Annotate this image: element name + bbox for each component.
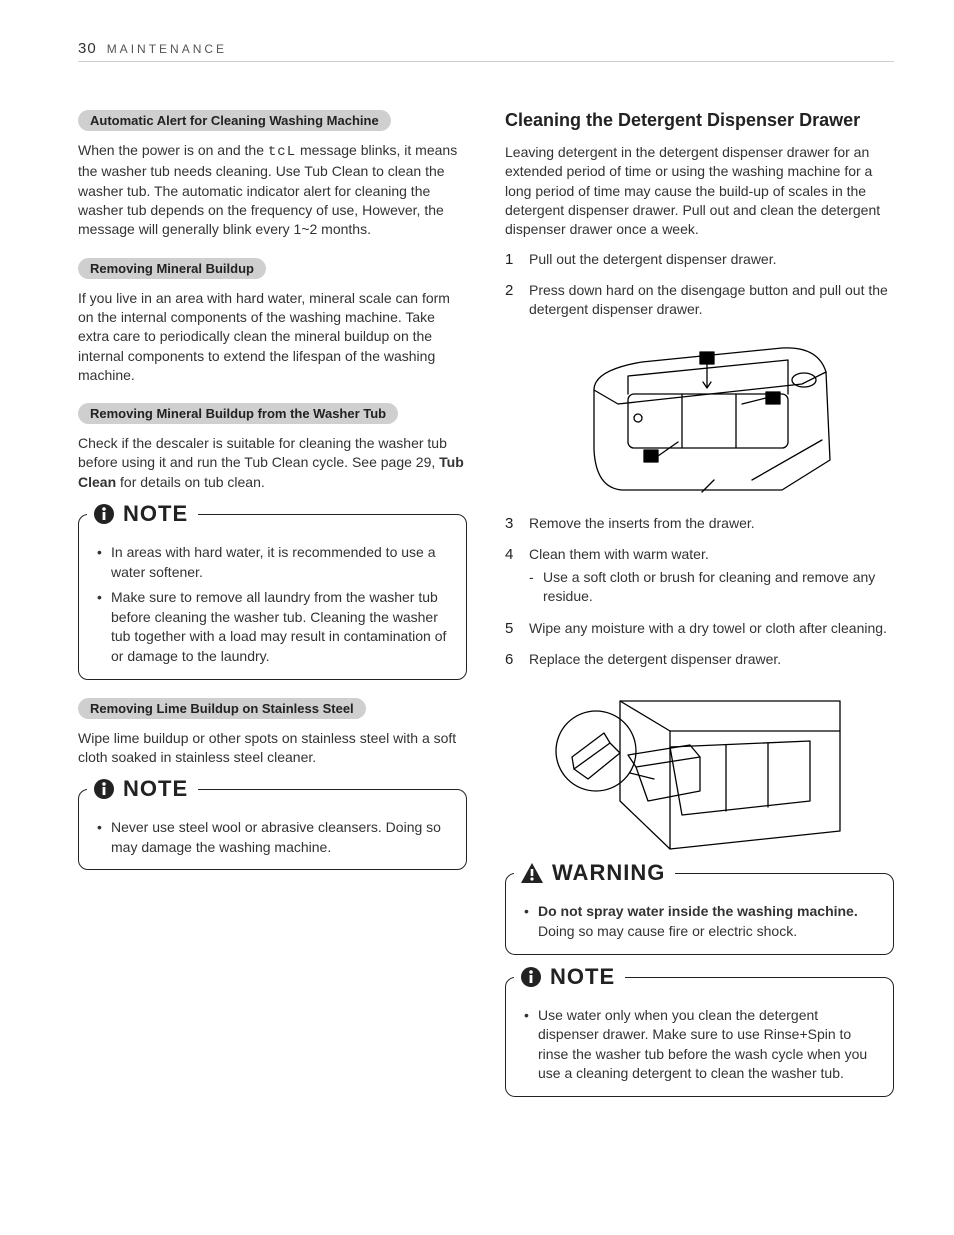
substep-list: Use a soft cloth or brush for cleaning a… — [529, 568, 894, 607]
content-columns: Automatic Alert for Cleaning Washing Mac… — [78, 110, 894, 1115]
note-callout: NOTE In areas with hard water, it is rec… — [78, 514, 467, 680]
figure-drawer-top: 1 2 2 — [529, 330, 894, 500]
note-item: Never use steel wool or abrasive cleanse… — [95, 818, 452, 857]
text-post: for details on tub clean. — [116, 474, 265, 490]
note-item: In areas with hard water, it is recommen… — [95, 543, 452, 582]
note-callout: NOTE Use water only when you clean the d… — [505, 977, 894, 1097]
page-number: 30 — [78, 40, 97, 57]
step-item: Clean them with warm water. Use a soft c… — [505, 545, 894, 607]
step-item: Replace the detergent dispenser drawer. — [505, 650, 894, 669]
callout-label: NOTE — [123, 501, 188, 527]
pill-heading: Removing Mineral Buildup — [78, 258, 266, 279]
svg-text:2: 2 — [770, 394, 776, 405]
block-lime-buildup: Removing Lime Buildup on Stainless Steel… — [78, 698, 467, 768]
block-mineral-buildup-tub: Removing Mineral Buildup from the Washer… — [78, 403, 467, 492]
note-list: Never use steel wool or abrasive cleanse… — [95, 818, 452, 857]
section-heading: Cleaning the Detergent Dispenser Drawer — [505, 110, 894, 131]
warning-bold-text: Do not spray water inside the washing ma… — [538, 903, 858, 919]
callout-label: NOTE — [123, 776, 188, 802]
step-text: Clean them with warm water. — [529, 546, 709, 562]
pill-heading: Removing Mineral Buildup from the Washer… — [78, 403, 398, 424]
page-section-title: MAINTENANCE — [107, 42, 227, 56]
right-column: Cleaning the Detergent Dispenser Drawer … — [505, 110, 894, 1115]
step-text: Press down hard on the disengage button … — [529, 282, 888, 317]
substep-item: Use a soft cloth or brush for cleaning a… — [529, 568, 894, 607]
page-header: 30 MAINTENANCE — [78, 40, 894, 62]
warning-icon — [520, 862, 544, 884]
intro-text: Leaving detergent in the detergent dispe… — [505, 143, 894, 240]
pill-heading: Automatic Alert for Cleaning Washing Mac… — [78, 110, 391, 131]
step-text: Replace the detergent dispenser drawer. — [529, 651, 781, 667]
note-list: In areas with hard water, it is recommen… — [95, 543, 452, 667]
step-item: Press down hard on the disengage button … — [505, 281, 894, 500]
warning-callout: WARNING Do not spray water inside the wa… — [505, 873, 894, 954]
callout-label: NOTE — [550, 964, 615, 990]
body-text: If you live in an area with hard water, … — [78, 289, 467, 386]
info-icon — [93, 503, 115, 525]
text-pre: Check if the descaler is suitable for cl… — [78, 435, 447, 470]
body-text: Wipe lime buildup or other spots on stai… — [78, 729, 467, 768]
illustration-drawer-reinsert — [550, 681, 850, 851]
figure-drawer-reinsert — [505, 681, 894, 851]
warning-list: Do not spray water inside the washing ma… — [522, 902, 879, 941]
svg-text:2: 2 — [648, 452, 654, 463]
step-text: Wipe any moisture with a dry towel or cl… — [529, 620, 887, 636]
callout-label: WARNING — [552, 860, 665, 886]
note-list: Use water only when you clean the deterg… — [522, 1006, 879, 1084]
block-mineral-buildup: Removing Mineral Buildup If you live in … — [78, 258, 467, 386]
segment-code: tcL — [268, 144, 296, 160]
left-column: Automatic Alert for Cleaning Washing Mac… — [78, 110, 467, 1115]
callout-title: NOTE — [514, 964, 625, 990]
svg-text:1: 1 — [704, 354, 710, 365]
info-icon — [93, 778, 115, 800]
illustration-drawer-top: 1 2 2 — [582, 330, 842, 500]
callout-title: NOTE — [87, 501, 198, 527]
note-item: Make sure to remove all laundry from the… — [95, 588, 452, 666]
callout-title: WARNING — [514, 860, 675, 886]
step-text: Remove the inserts from the drawer. — [529, 515, 755, 531]
pill-heading: Removing Lime Buildup on Stainless Steel — [78, 698, 366, 719]
steps-list: Pull out the detergent dispenser drawer.… — [505, 250, 894, 670]
step-item: Remove the inserts from the drawer. — [505, 514, 894, 533]
info-icon — [520, 966, 542, 988]
page: 30 MAINTENANCE Automatic Alert for Clean… — [0, 0, 954, 1235]
step-item: Pull out the detergent dispenser drawer. — [505, 250, 894, 269]
block-automatic-alert: Automatic Alert for Cleaning Washing Mac… — [78, 110, 467, 240]
warning-rest-text: Doing so may cause fire or electric shoc… — [538, 923, 797, 939]
body-text: Check if the descaler is suitable for cl… — [78, 434, 467, 492]
step-item: Wipe any moisture with a dry towel or cl… — [505, 619, 894, 638]
step-text: Pull out the detergent dispenser drawer. — [529, 251, 777, 267]
callout-title: NOTE — [87, 776, 198, 802]
warning-item: Do not spray water inside the washing ma… — [522, 902, 879, 941]
note-item: Use water only when you clean the deterg… — [522, 1006, 879, 1084]
body-text: When the power is on and the tcL message… — [78, 141, 467, 240]
note-callout: NOTE Never use steel wool or abrasive cl… — [78, 789, 467, 870]
text-pre: When the power is on and the — [78, 142, 268, 158]
